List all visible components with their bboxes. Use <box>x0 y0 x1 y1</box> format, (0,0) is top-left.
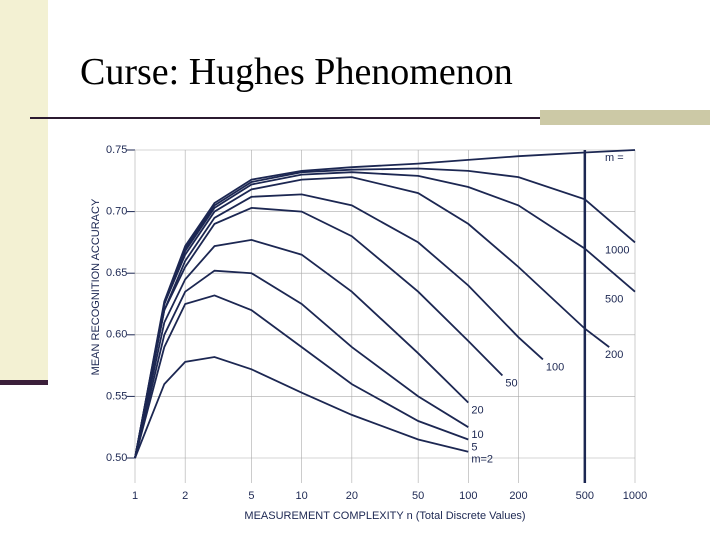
x-tick-label: 2 <box>182 490 188 502</box>
y-tick-label: 0.65 <box>106 267 127 279</box>
series-label: 10 <box>471 429 483 441</box>
y-tick-label: 0.50 <box>106 452 127 464</box>
series-label: m = <box>605 152 624 164</box>
series-label: 1000 <box>605 244 629 256</box>
x-tick-label: 10 <box>296 490 308 502</box>
series-line <box>134 171 636 459</box>
x-tick-label: 1000 <box>623 490 647 502</box>
series-line <box>134 294 469 459</box>
side-rule <box>0 380 48 385</box>
x-tick-label: 5 <box>248 490 254 502</box>
series-label: 20 <box>471 404 483 416</box>
y-axis-label: MEAN RECOGNITION ACCURACY <box>90 198 102 375</box>
series-line <box>134 269 469 459</box>
series-label: m=2 <box>471 454 493 466</box>
series-line <box>134 176 610 459</box>
x-tick-label: 100 <box>459 490 477 502</box>
y-tick-label: 0.55 <box>106 390 127 402</box>
series-label: 500 <box>605 294 623 306</box>
series-line <box>134 238 469 459</box>
series-label: 200 <box>605 349 623 361</box>
series-line <box>134 149 636 459</box>
x-tick-label: 50 <box>412 490 424 502</box>
series-line <box>134 193 544 459</box>
series-line <box>134 356 469 459</box>
y-tick-label: 0.70 <box>106 206 127 218</box>
x-axis-label: MEASUREMENT COMPLEXITY n (Total Discrete… <box>244 510 525 522</box>
series-line <box>134 206 504 459</box>
x-tick-label: 1 <box>132 490 138 502</box>
y-tick-label: 0.75 <box>106 144 127 156</box>
x-tick-label: 20 <box>346 490 358 502</box>
series-label: 100 <box>546 361 564 373</box>
y-tick-label: 0.60 <box>106 329 127 341</box>
x-tick-label: 200 <box>509 490 527 502</box>
series-line <box>134 167 636 459</box>
series-label: 50 <box>505 377 517 389</box>
x-tick-label: 500 <box>576 490 594 502</box>
title-rule-accent <box>540 110 710 125</box>
side-band <box>0 0 48 383</box>
series-label: 5 <box>471 441 477 453</box>
slide-title: Curse: Hughes Phenomenon <box>80 51 513 93</box>
